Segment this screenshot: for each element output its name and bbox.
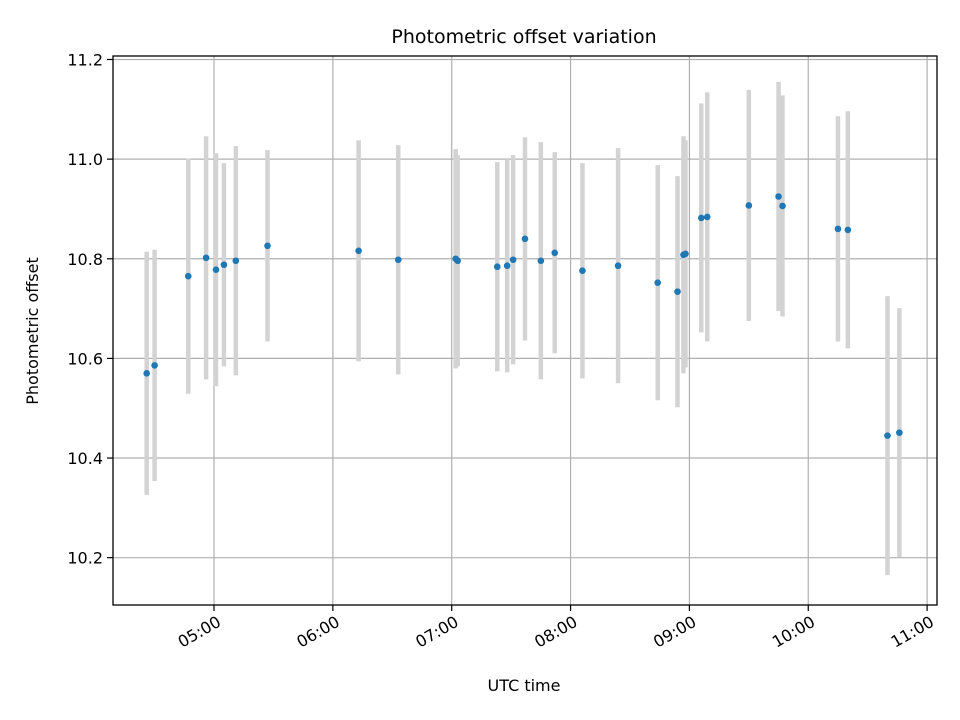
data-point [703, 213, 711, 221]
y-tick-label: 10.2 [67, 549, 103, 568]
grid-lines [113, 56, 937, 605]
data-point [151, 362, 158, 369]
x-tick-label: 11:00 [888, 612, 937, 652]
chart-title: Photometric offset variation [391, 26, 656, 48]
data-point [614, 262, 622, 270]
data-point [674, 288, 681, 295]
y-tick-label: 10.6 [67, 349, 103, 368]
y-tick-label: 10.8 [67, 250, 103, 269]
data-point [697, 214, 705, 222]
data-point [212, 266, 220, 274]
x-tick-label: 08:00 [531, 612, 580, 652]
data-point [551, 249, 559, 257]
data-point [220, 261, 228, 269]
x-tick-label: 07:00 [412, 612, 461, 652]
x-axis-label: UTC time [488, 676, 561, 695]
x-tick-label: 09:00 [650, 612, 699, 652]
data-point [682, 250, 689, 258]
y-axis-ticks: 10.2 10.4 10.6 10.8 11.0 11.2 [67, 50, 113, 568]
data-point [834, 225, 842, 233]
x-axis-ticks: 05:00 06:00 07:00 08:00 09:00 10:00 11:00 [175, 605, 937, 652]
y-axis-label: Photometric offset [23, 257, 42, 405]
data-point [143, 370, 150, 377]
x-tick-label: 10:00 [769, 612, 818, 652]
data-point [184, 272, 192, 280]
data-point [232, 257, 240, 265]
error-bars [144, 81, 902, 576]
data-point [264, 242, 271, 250]
data-point [579, 267, 586, 275]
data-point [503, 262, 511, 270]
data-point [537, 257, 545, 265]
data-point [745, 202, 753, 209]
data-point [775, 193, 782, 200]
plot-frame [112, 55, 938, 606]
data-point [884, 432, 891, 439]
data-point [454, 257, 461, 265]
data-point [654, 279, 662, 286]
y-tick-label: 11.0 [67, 150, 103, 169]
data-point [779, 202, 786, 210]
x-tick-label: 05:00 [175, 612, 224, 652]
data-point [509, 256, 517, 264]
y-tick-label: 11.2 [67, 50, 103, 69]
data-point [202, 254, 210, 262]
y-tick-label: 10.4 [67, 449, 103, 468]
data-points [143, 193, 903, 439]
data-point [355, 247, 362, 255]
data-point [844, 226, 852, 234]
x-tick-label: 06:00 [293, 612, 342, 652]
data-point [896, 429, 903, 436]
data-point [394, 256, 402, 264]
data-point [521, 235, 529, 243]
data-point [493, 263, 501, 271]
